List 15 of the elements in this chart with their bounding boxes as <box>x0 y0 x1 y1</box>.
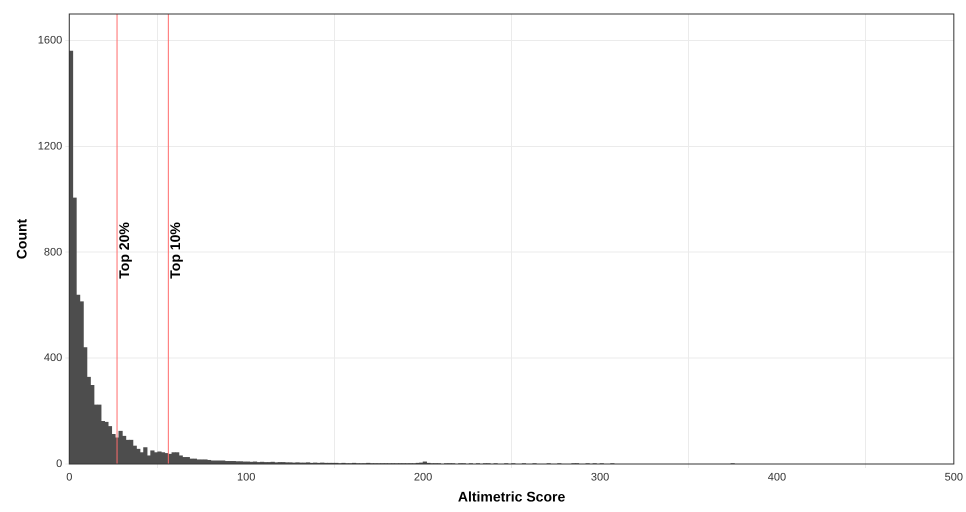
x-tick-label: 0 <box>66 472 72 484</box>
y-axis-title: Count <box>13 218 30 260</box>
x-tick-label: 200 <box>414 472 432 484</box>
ref-line-label: Top 20% <box>116 222 132 279</box>
y-tick-label: 1200 <box>38 140 62 152</box>
y-tick-label: 400 <box>44 352 62 364</box>
x-tick-label: 100 <box>237 472 256 484</box>
ref-line-label: Top 10% <box>167 222 184 279</box>
x-tick-label: 400 <box>768 472 786 484</box>
x-tick-label: 500 <box>944 472 964 484</box>
y-tick-label: 0 <box>56 458 62 470</box>
x-axis-title: Altimetric Score <box>458 488 566 504</box>
x-tick-label: 300 <box>590 472 610 484</box>
y-tick-label: 1600 <box>38 34 62 46</box>
y-tick-label: 800 <box>44 246 62 258</box>
